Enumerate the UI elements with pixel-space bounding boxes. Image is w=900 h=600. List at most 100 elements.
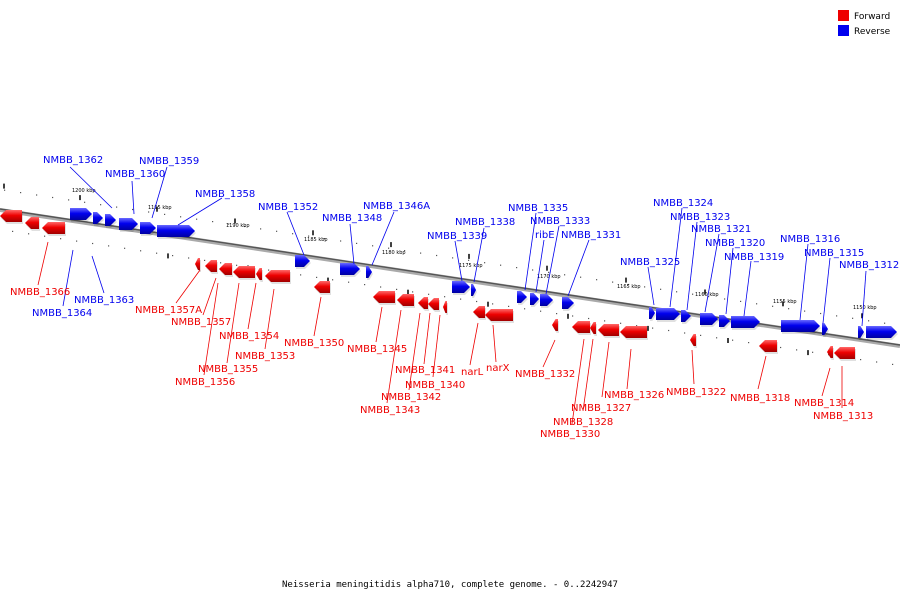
- scale-dot: [268, 269, 270, 271]
- forward-gene-arrow: [265, 270, 290, 282]
- scale-dot: [700, 334, 702, 336]
- gene-label: NMBB_1319: [724, 252, 784, 263]
- scale-label-1170: 1170 kbp: [537, 274, 561, 280]
- gene-label: NMBB_1364: [32, 308, 92, 319]
- scale-dot: [364, 284, 366, 286]
- forward-gene-arrow: [485, 309, 513, 321]
- scale-dot: [60, 238, 62, 240]
- gene-label: NMBB_1353: [235, 351, 295, 362]
- scale-dot: [196, 218, 198, 220]
- reverse-gene-arrow: [530, 293, 539, 305]
- gene-label: NMBB_1326: [604, 390, 664, 401]
- scale-dot: [684, 332, 686, 334]
- legend-reverse-swatch: [838, 25, 849, 36]
- forward-gene-arrow: [397, 294, 414, 306]
- scale-dot: [452, 257, 454, 259]
- scale-dot: [892, 363, 894, 365]
- gene-label: NMBB_1323: [670, 212, 730, 223]
- gene-label: NMBB_1358: [195, 189, 255, 200]
- scale-dot: [532, 269, 534, 271]
- reverse-gene-arrow: [517, 291, 527, 303]
- scale-dot: [348, 281, 350, 283]
- scale-label-1175: 1175 kbp: [459, 263, 483, 269]
- scale-dot: [540, 310, 542, 312]
- scale-dot: [428, 293, 430, 295]
- scale-dot: [708, 296, 710, 298]
- forward-gene-arrow: [759, 340, 777, 352]
- gene-label: NMBB_1321: [691, 224, 751, 235]
- scale-label-1200: 1200 kbp: [72, 188, 96, 194]
- gene-label: NMBB_1330: [540, 429, 600, 440]
- gene-label: NMBB_1360: [105, 169, 165, 180]
- reverse-gene-arrow: [719, 315, 730, 327]
- scale-dot: [340, 240, 342, 242]
- gene-label: NMBB_1363: [74, 295, 134, 306]
- reverse-gene-arrow: [656, 308, 680, 320]
- scale-label-1150: 1150 kbp: [853, 305, 877, 311]
- scale-dot: [148, 211, 150, 213]
- scale-dot: [172, 255, 174, 257]
- forward-gene-arrow: [834, 347, 855, 359]
- leader-lines: [37, 166, 867, 425]
- scale-dot: [836, 315, 838, 317]
- genome-caption: Neisseria meningitidis alpha710, complet…: [282, 580, 618, 590]
- scale-dot: [260, 228, 262, 230]
- gene-label: NMBB_1332: [515, 369, 575, 380]
- legend-forward-swatch: [838, 10, 849, 21]
- forward-gene-arrow: [620, 326, 647, 338]
- forward-gene-arrow: [827, 346, 833, 358]
- gene-label: NMBB_1356: [175, 377, 235, 388]
- reverse-gene-arrow: [140, 222, 156, 234]
- scale-dot: [180, 216, 182, 218]
- scale-dot: [68, 199, 70, 201]
- scale-dot: [220, 262, 222, 264]
- scale-label-1180: 1180 kbp: [382, 250, 406, 256]
- reverse-gene-arrow: [366, 266, 372, 278]
- reverse-gene-arrow: [540, 294, 553, 306]
- scale-dot: [796, 349, 798, 351]
- reverse-gene-labels: NMBB_1362 NMBB_1360 NMBB_1359 NMBB_1358 …: [32, 155, 899, 319]
- scale-dot: [412, 291, 414, 293]
- reverse-gene-arrow: [93, 212, 103, 224]
- scale-dot: [508, 305, 510, 307]
- reverse-gene-arrow: [452, 281, 470, 293]
- scale-dot: [228, 223, 230, 225]
- legend: Forward Reverse: [838, 10, 891, 37]
- scale-dot: [468, 259, 470, 261]
- gene-label: ribE: [535, 230, 555, 241]
- forward-gene-arrow: [443, 301, 447, 313]
- gene-label: NMBB_1343: [360, 405, 420, 416]
- scale-dot: [868, 320, 870, 322]
- scale-dot: [740, 300, 742, 302]
- forward-gene-arrow: [256, 268, 262, 280]
- scale-dot: [748, 342, 750, 344]
- scale-dot: [212, 221, 214, 223]
- gene-label: NMBB_1325: [620, 257, 680, 268]
- scale-dot: [388, 247, 390, 249]
- reverse-gene-arrow: [700, 313, 718, 325]
- reverse-gene-arrow: [866, 326, 897, 338]
- forward-gene-arrow: [25, 217, 39, 229]
- scale-dot: [156, 252, 158, 254]
- scale-dot: [692, 293, 694, 295]
- gene-label: NMBB_1324: [653, 198, 713, 209]
- scale-dot: [780, 346, 782, 349]
- scale-dot: [756, 303, 758, 305]
- scale-dot: [516, 267, 518, 269]
- gene-label: NMBB_1359: [139, 156, 199, 167]
- scale-dot: [52, 196, 54, 199]
- scale-dot: [852, 317, 854, 319]
- scale-dot: [732, 339, 734, 341]
- gene-label: NMBB_1354: [219, 331, 279, 342]
- scale-dot: [44, 235, 46, 237]
- reverse-gene-arrow: [649, 307, 655, 319]
- gene-label: NMBB_1340: [405, 380, 465, 391]
- reverse-gene-arrow: [822, 323, 828, 335]
- forward-gene-arrow: [233, 266, 255, 278]
- scale-dot: [804, 310, 806, 312]
- scale-dot: [716, 337, 718, 339]
- gene-label: NMBB_1338: [455, 217, 515, 228]
- forward-gene-arrow: [590, 322, 596, 334]
- gene-label: NMBB_1327: [571, 403, 631, 414]
